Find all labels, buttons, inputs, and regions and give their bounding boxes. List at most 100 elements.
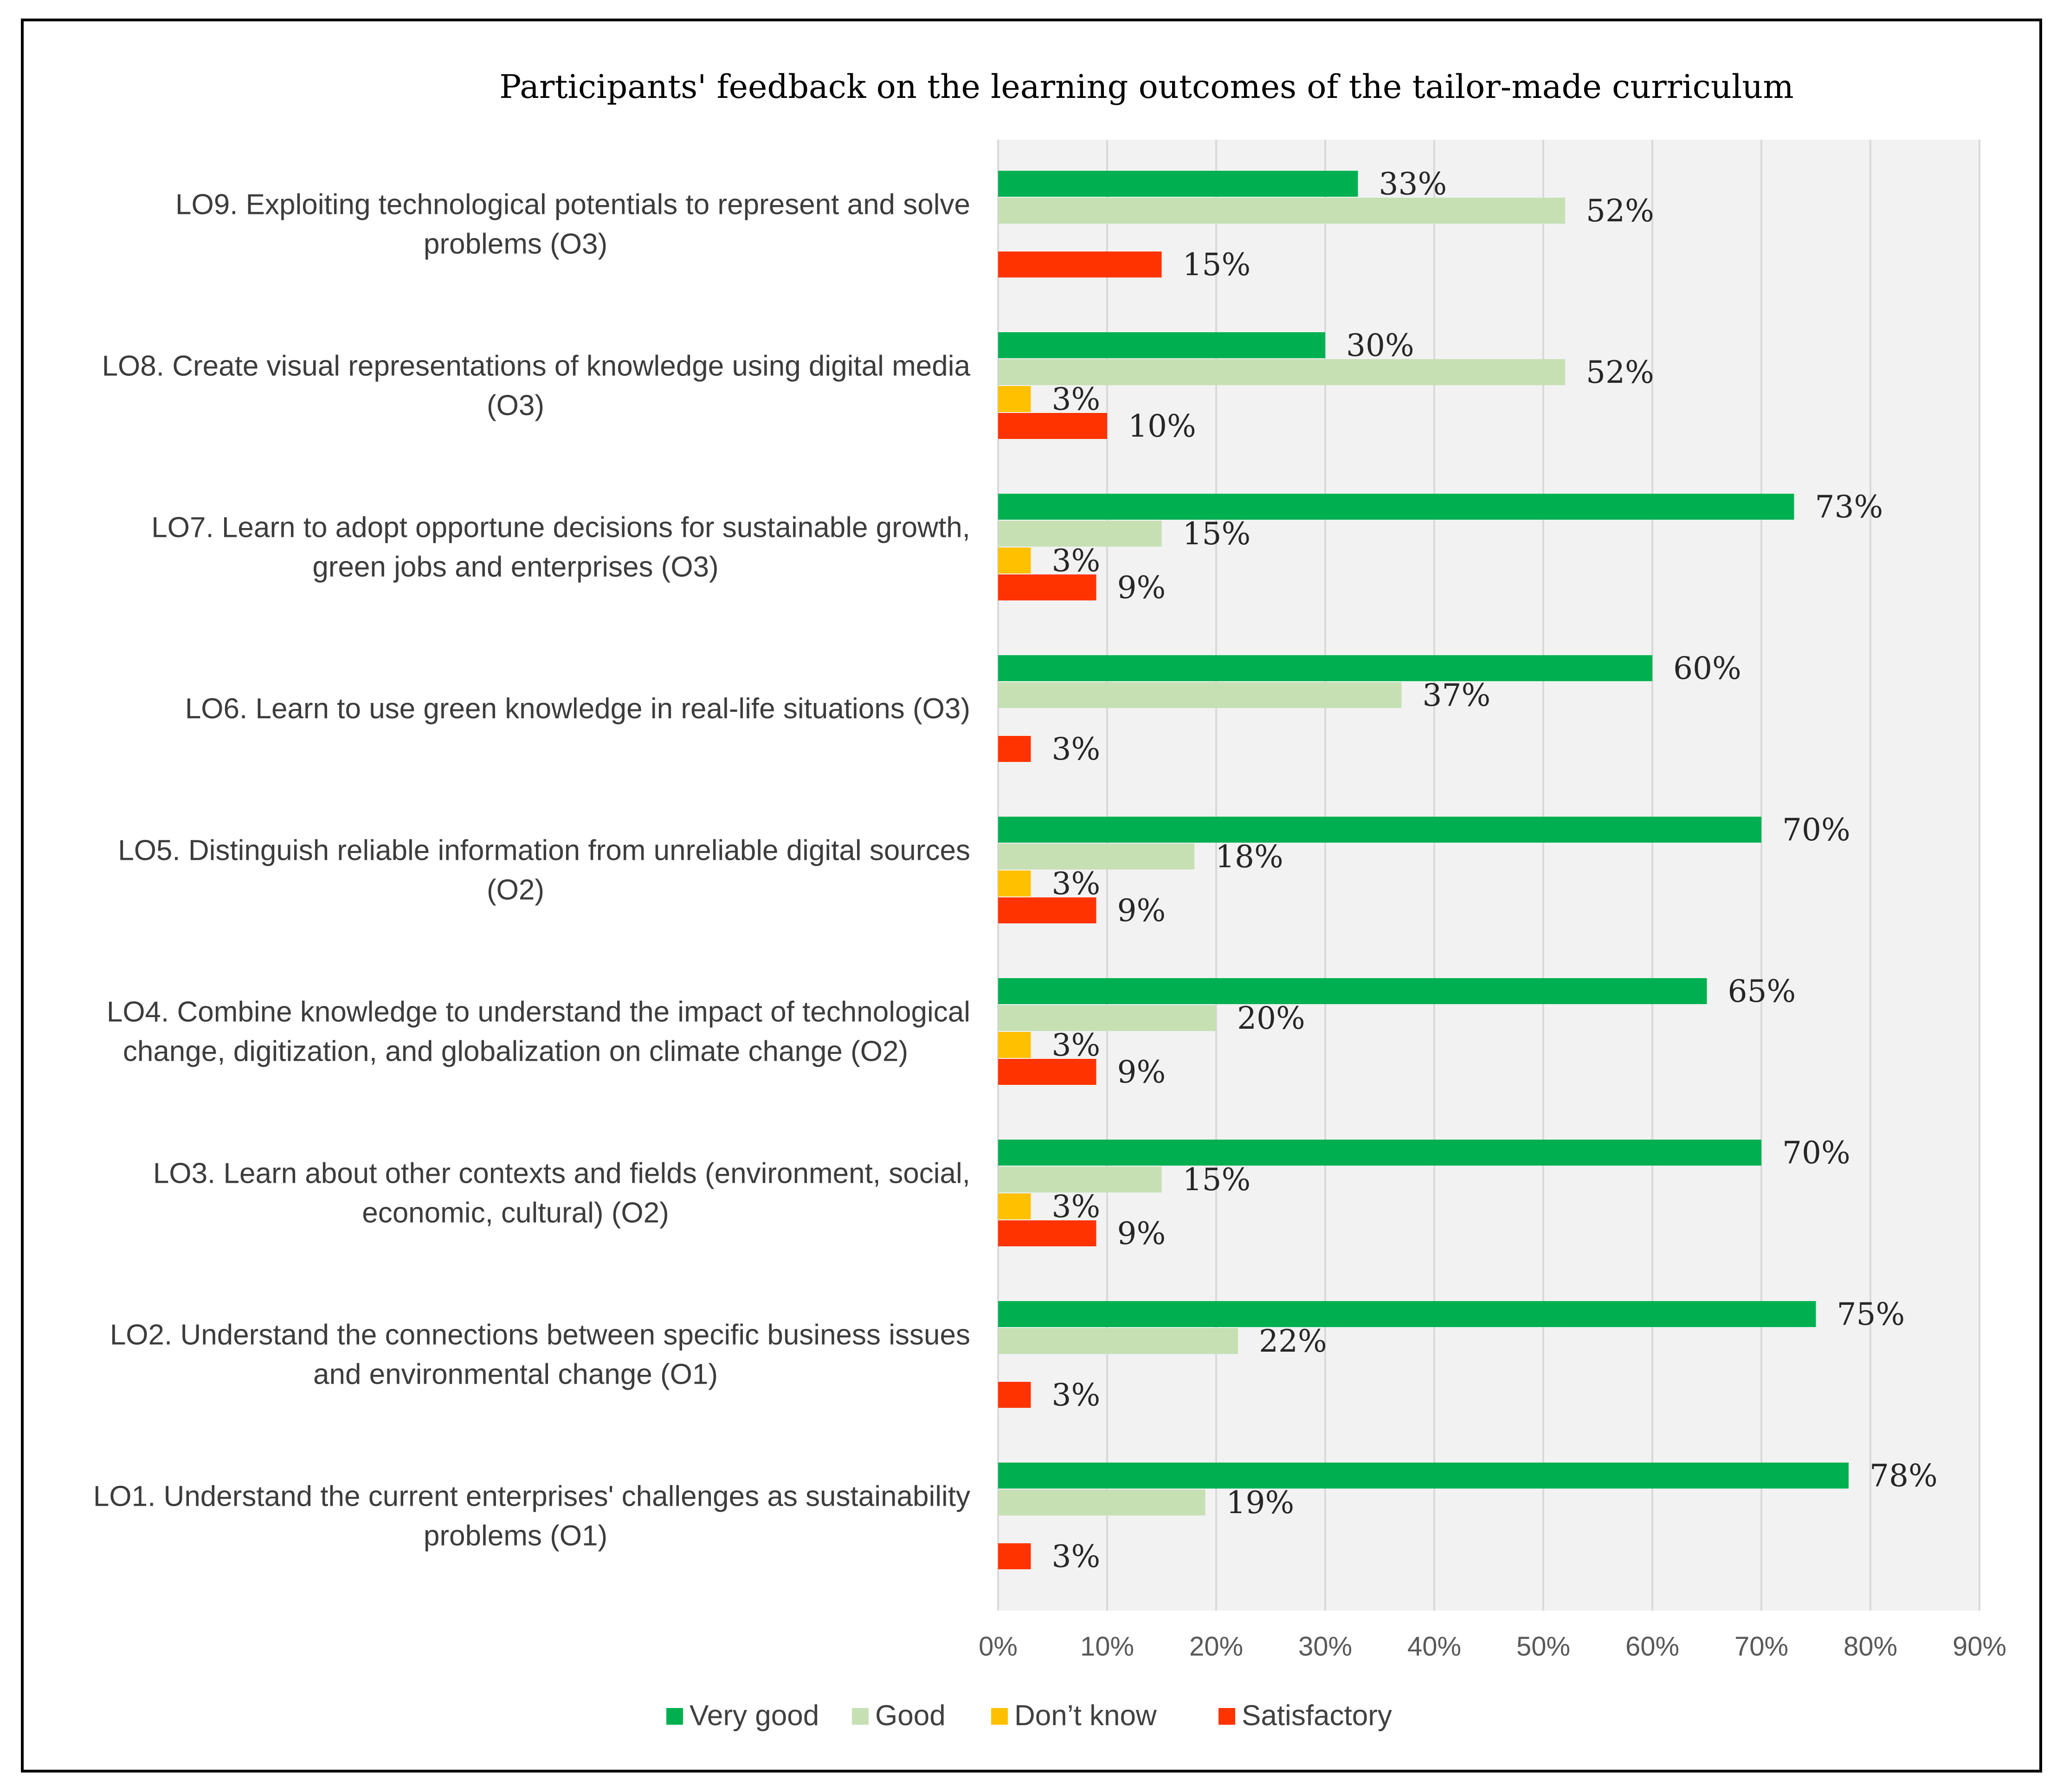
category-label: and environmental change (O1) — [313, 1359, 718, 1391]
bar-good — [998, 1489, 1206, 1515]
x-tick-label: 50% — [1516, 1631, 1570, 1662]
bar-good — [998, 359, 1565, 385]
data-label: 20% — [1237, 1000, 1305, 1036]
x-tick-label: 0% — [979, 1631, 1018, 1662]
data-label: 10% — [1128, 408, 1196, 444]
bar-satisfactory — [998, 1382, 1031, 1408]
category-label: economic, cultural) (O2) — [362, 1197, 669, 1229]
chart-title: Participants' feedback on the learning o… — [499, 68, 1794, 106]
category-label: LO9. Exploiting technological potentials… — [175, 189, 970, 221]
category-label: LO3. Learn about other contexts and fiel… — [153, 1158, 970, 1190]
legend-swatch — [852, 1708, 869, 1725]
legend-label: Very good — [690, 1700, 819, 1732]
data-label: 15% — [1183, 1162, 1251, 1198]
x-tick-label: 10% — [1080, 1631, 1134, 1662]
bar-very-good — [998, 817, 1761, 843]
bar-good — [998, 1005, 1216, 1031]
data-label: 75% — [1837, 1296, 1905, 1332]
x-tick-label: 80% — [1844, 1631, 1897, 1662]
bar-don-t-know — [998, 548, 1031, 574]
data-label: 3% — [1052, 1377, 1101, 1413]
data-label: 22% — [1259, 1323, 1327, 1359]
bar-good — [998, 1167, 1162, 1193]
data-label: 15% — [1183, 516, 1251, 552]
figure-frame: 0% 10% 20% 30% 40% 50% 60% 70% 80% 90% 33% 52% 15% LO… — [21, 19, 2042, 1773]
category-label: LO5. Distinguish reliable information fr… — [118, 835, 970, 867]
bar-very-good — [998, 1301, 1816, 1327]
data-label: 9% — [1117, 893, 1166, 928]
legend-swatch — [666, 1708, 683, 1725]
bar-good — [998, 1328, 1238, 1354]
data-label: 15% — [1183, 247, 1251, 283]
data-label: 52% — [1586, 193, 1654, 229]
bar-satisfactory — [998, 251, 1162, 277]
category-label: (O2) — [487, 874, 544, 906]
x-tick-label: 90% — [1953, 1631, 2006, 1662]
category-label: (O3) — [487, 390, 544, 422]
data-label: 3% — [1052, 866, 1101, 902]
category-label: LO2. Understand the connections between … — [110, 1319, 970, 1351]
bar-good — [998, 844, 1194, 870]
bar-very-good — [998, 978, 1707, 1004]
x-tick-label: 20% — [1189, 1631, 1243, 1662]
data-label: 73% — [1815, 489, 1883, 525]
bar-satisfactory — [998, 1059, 1096, 1085]
legend-label: Don’t know — [1014, 1700, 1157, 1732]
category-label: green jobs and enterprises (O3) — [312, 551, 718, 583]
bar-very-good — [998, 655, 1652, 681]
bar-good — [998, 198, 1565, 224]
data-label: 3% — [1052, 1189, 1101, 1225]
data-label: 33% — [1379, 166, 1447, 202]
data-label: 3% — [1052, 731, 1101, 767]
data-label: 37% — [1423, 677, 1491, 713]
bar-don-t-know — [998, 1032, 1031, 1058]
category-label: LO6. Learn to use green knowledge in rea… — [185, 693, 970, 725]
data-label: 65% — [1728, 973, 1796, 1009]
data-label: 78% — [1870, 1458, 1938, 1494]
bar-satisfactory — [998, 736, 1031, 762]
category-label: problems (O1) — [424, 1520, 607, 1552]
bar-good — [998, 521, 1162, 547]
data-label: 19% — [1226, 1485, 1295, 1521]
bar-satisfactory — [998, 1220, 1096, 1246]
data-label: 3% — [1052, 543, 1101, 579]
bar-don-t-know — [998, 1193, 1031, 1219]
data-label: 9% — [1117, 570, 1166, 606]
bar-satisfactory — [998, 574, 1096, 600]
bar-very-good — [998, 332, 1325, 358]
data-label: 70% — [1782, 1135, 1850, 1171]
data-label: 52% — [1586, 355, 1654, 390]
data-label: 30% — [1346, 328, 1414, 363]
legend-label: Satisfactory — [1242, 1700, 1392, 1732]
data-label: 9% — [1117, 1054, 1166, 1090]
legend-label: Good — [875, 1700, 946, 1732]
data-label: 18% — [1215, 839, 1283, 875]
category-label: LO1. Understand the current enterprises'… — [93, 1481, 970, 1513]
bar-don-t-know — [998, 386, 1031, 412]
data-label: 3% — [1052, 1027, 1101, 1063]
bar-very-good — [998, 1140, 1761, 1166]
x-tick-label: 60% — [1625, 1631, 1679, 1662]
category-label: LO4. Combine knowledge to understand the… — [107, 996, 970, 1028]
x-tick-label: 30% — [1298, 1631, 1352, 1662]
bar-very-good — [998, 1463, 1849, 1489]
category-label: LO8. Create visual representations of kn… — [102, 350, 971, 382]
data-label: 3% — [1052, 1539, 1101, 1574]
data-label: 60% — [1673, 651, 1741, 686]
bar-satisfactory — [998, 413, 1107, 439]
category-label: problems (O3) — [424, 228, 607, 260]
x-tick-label: 70% — [1734, 1631, 1788, 1662]
bar-very-good — [998, 494, 1794, 520]
legend-swatch — [1218, 1708, 1235, 1725]
legend-swatch — [991, 1708, 1008, 1725]
bar-chart: 0% 10% 20% 30% 40% 50% 60% 70% 80% 90% 33% 52% 15% LO… — [93, 68, 2006, 1732]
data-label: 70% — [1782, 812, 1850, 848]
bar-very-good — [998, 171, 1358, 197]
bar-don-t-know — [998, 870, 1031, 896]
x-tick-label: 40% — [1407, 1631, 1461, 1662]
bar-satisfactory — [998, 1543, 1031, 1569]
data-label: 3% — [1052, 381, 1101, 417]
category-label: change, digitization, and globalization … — [123, 1036, 908, 1068]
data-label: 9% — [1117, 1216, 1166, 1251]
category-label: LO7. Learn to adopt opportune decisions … — [151, 512, 970, 544]
